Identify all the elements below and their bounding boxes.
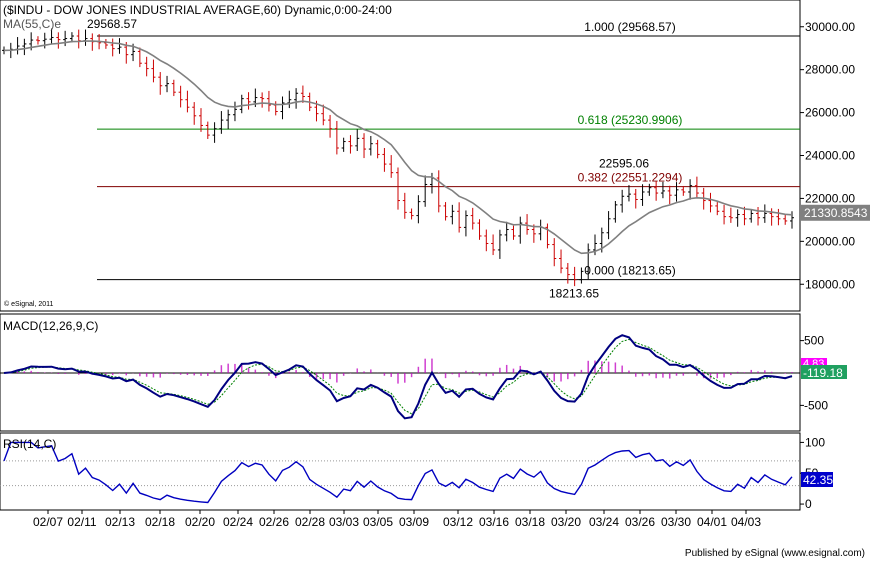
x-tick-label: 03/03 xyxy=(329,515,359,529)
publisher-footer: Published by eSignal (www.esignal.com) xyxy=(684,548,865,559)
macd-legend: MACD(12,26,9,C) xyxy=(3,319,98,333)
rsi-last-label: 42.35 xyxy=(803,473,833,487)
price-tick-label: 30000.00 xyxy=(805,20,855,34)
x-tick-label: 03/16 xyxy=(479,515,509,529)
x-tick-label: 02/18 xyxy=(145,515,175,529)
rsi-line xyxy=(3,441,793,504)
macd-hist-last-box xyxy=(801,358,827,369)
fib-level-label: 1.000 (29568.57) xyxy=(584,20,675,34)
rsi-last-box xyxy=(801,472,833,487)
rsi-panel-frame xyxy=(0,432,801,511)
rsi-tick-label: 0 xyxy=(805,497,812,511)
x-tick-label: 02/26 xyxy=(259,515,289,529)
x-tick-label: 03/18 xyxy=(515,515,545,529)
price-annotation: 18213.65 xyxy=(549,287,599,301)
macd-tick-label: -500 xyxy=(804,398,828,412)
x-tick-label: 02/28 xyxy=(295,515,325,529)
price-tick-label: 26000.00 xyxy=(805,106,855,120)
rsi-legend: RSI(14,C) xyxy=(3,437,56,451)
copyright-label: © eSignal, 2011 xyxy=(4,300,54,308)
x-tick-label: 03/30 xyxy=(661,515,691,529)
price-tick-label: 18000.00 xyxy=(805,277,855,291)
chart-title: ($INDU - DOW JONES INDUSTRIAL AVERAGE,60… xyxy=(3,3,392,17)
x-tick-label: 03/24 xyxy=(589,515,619,529)
fib-level-label: 0.000 (18213.65) xyxy=(584,264,675,278)
fib-level-label: 0.618 (25230.9906) xyxy=(578,113,683,127)
price-annotation: 22595.06 xyxy=(599,157,649,171)
fib-level-label: 0.382 (22551.2294) xyxy=(578,171,683,185)
price-tick-label: 20000.00 xyxy=(805,234,855,248)
price-tick-label: 22000.00 xyxy=(805,191,855,205)
rsi-panel: RSI(14,C) 10050042.35 xyxy=(0,432,833,511)
ma-legend: MA(55,C)e xyxy=(3,17,61,31)
x-tick-label: 03/20 xyxy=(551,515,581,529)
x-tick-label: 03/12 xyxy=(443,515,473,529)
macd-tick-label: 500 xyxy=(804,334,824,348)
x-tick-label: 03/05 xyxy=(363,515,393,529)
price-panel: 1.000 (29568.57) 0.618 (25230.9906) 0.382 … xyxy=(0,0,870,312)
x-tick-label: 02/11 xyxy=(67,515,96,529)
x-tick-label: 02/13 xyxy=(105,515,135,529)
rsi-tick-label: 100 xyxy=(805,435,825,449)
x-tick-label: 02/20 xyxy=(185,515,215,529)
x-tick-label: 04/03 xyxy=(731,515,761,529)
x-tick-label: 02/24 xyxy=(223,515,253,529)
x-tick-label: 02/07 xyxy=(33,515,63,529)
price-annotation: 29568.57 xyxy=(87,17,137,31)
x-tick-label: 04/01 xyxy=(697,515,727,529)
price-tick-label: 28000.00 xyxy=(805,63,855,77)
x-tick-label: 03/09 xyxy=(399,515,429,529)
macd-last-box xyxy=(801,365,847,379)
ma-line xyxy=(3,40,793,255)
last-price-box xyxy=(801,204,870,221)
x-axis: 02/07 02/11 02/13 02/18 02/20 02/24 02/26 02/28… xyxy=(33,510,761,529)
last-price-label: 21330.8543 xyxy=(804,206,868,220)
macd-last-label: -119.18 xyxy=(803,366,843,380)
price-tick-label: 24000.00 xyxy=(805,149,855,163)
x-tick-label: 03/26 xyxy=(625,515,655,529)
macd-line xyxy=(3,334,793,420)
